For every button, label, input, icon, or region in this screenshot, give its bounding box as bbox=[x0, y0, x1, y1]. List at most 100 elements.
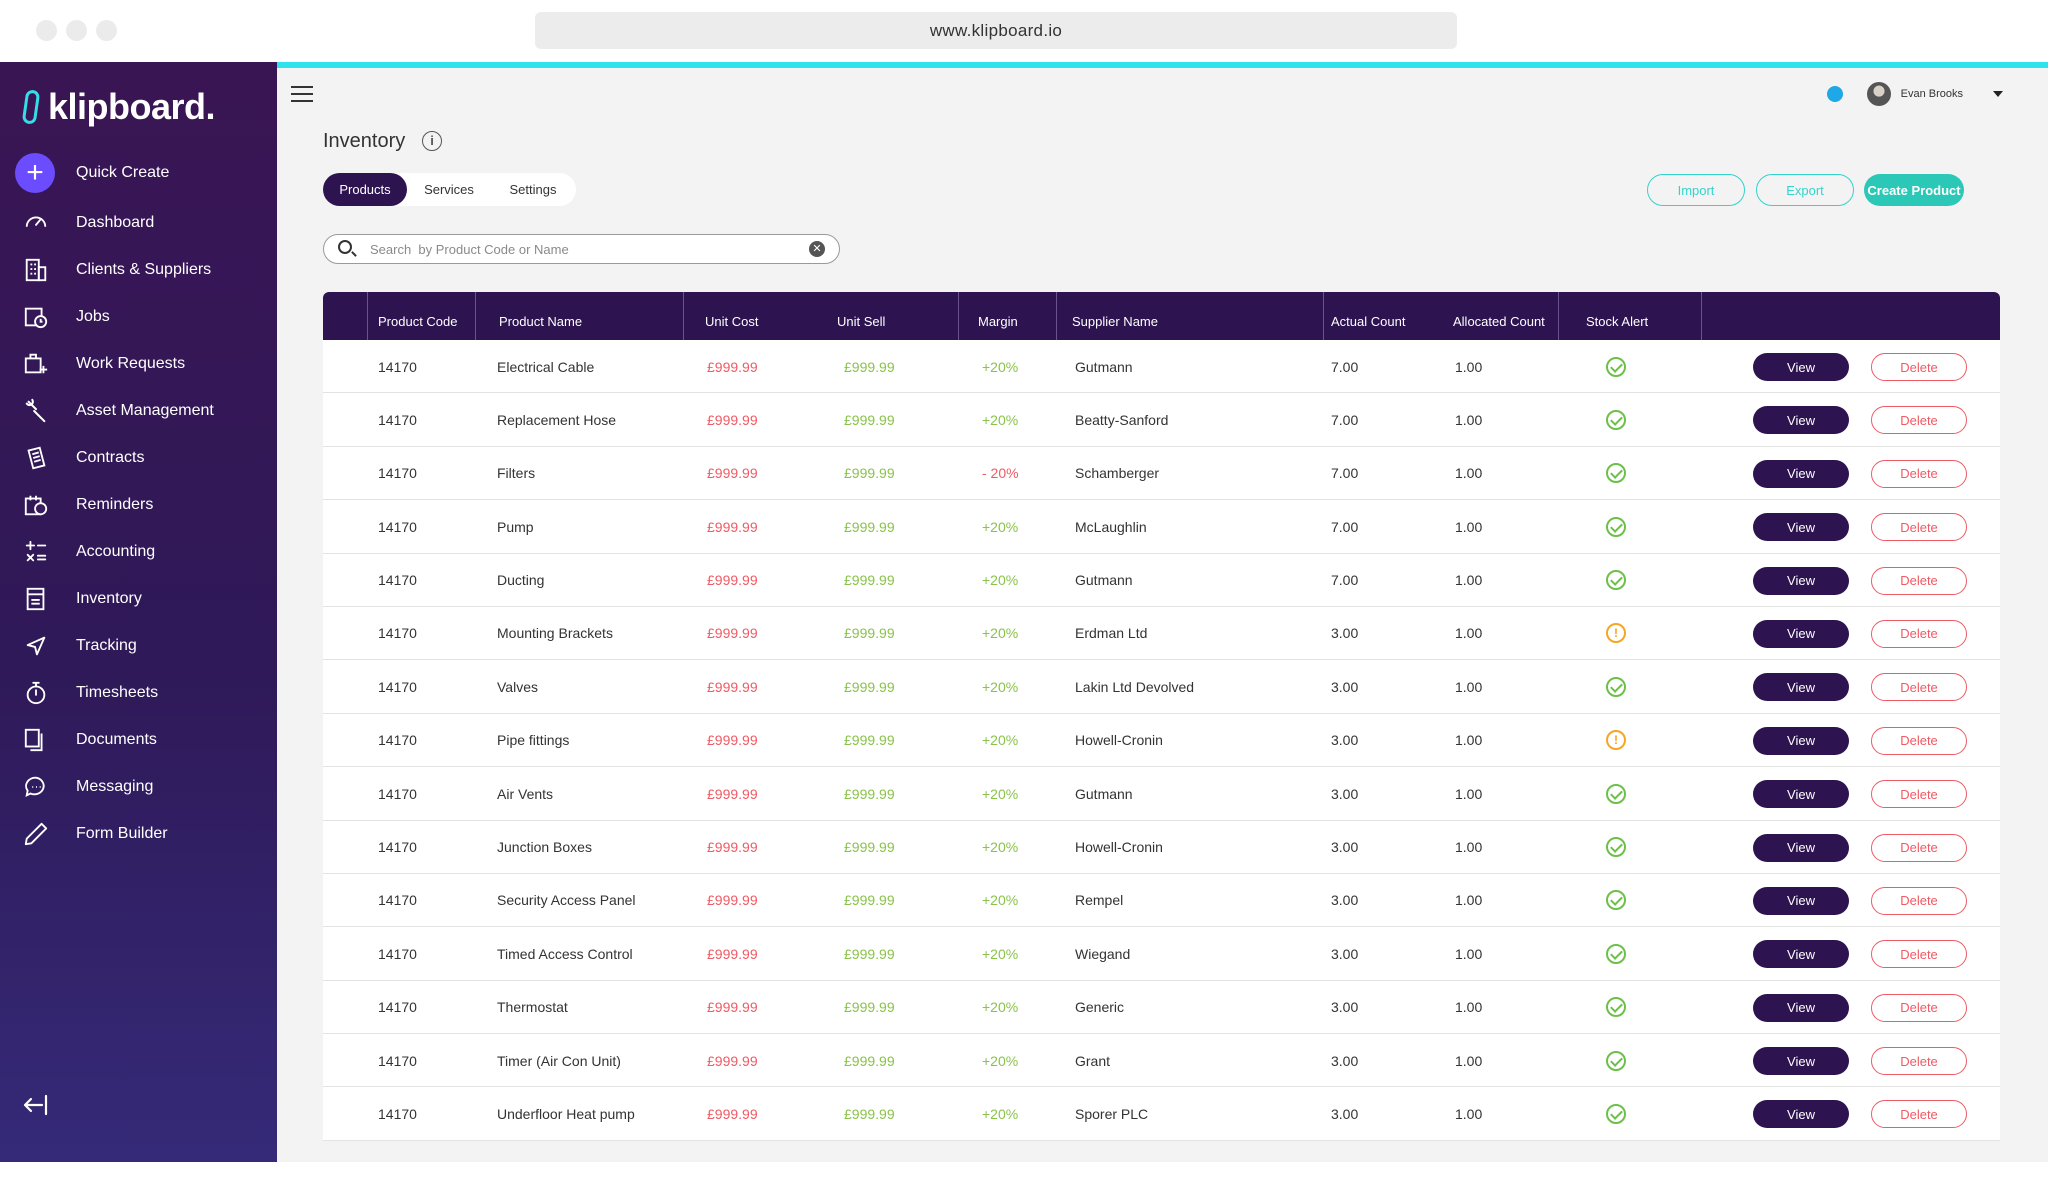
sidebar-item-dashboard[interactable]: Dashboard bbox=[0, 199, 277, 246]
delete-button[interactable]: Delete bbox=[1871, 673, 1967, 702]
sidebar-item-clients-suppliers[interactable]: Clients & Suppliers bbox=[0, 246, 277, 293]
avatar[interactable] bbox=[1866, 82, 1891, 106]
delete-button[interactable]: Delete bbox=[1871, 513, 1967, 542]
cell-allocated-count: 1.00 bbox=[1455, 999, 1483, 1016]
view-button[interactable]: View bbox=[1753, 1047, 1849, 1076]
view-button[interactable]: View bbox=[1753, 726, 1849, 755]
view-button[interactable]: View bbox=[1753, 940, 1849, 969]
calculator-icon bbox=[22, 538, 50, 566]
sidebar-item-work-requests[interactable]: Work Requests bbox=[0, 340, 277, 387]
delete-button[interactable]: Delete bbox=[1871, 406, 1967, 435]
quick-create-button[interactable]: + Quick Create bbox=[0, 147, 277, 199]
column-header-allocated-count[interactable]: Allocated Count bbox=[1453, 314, 1545, 329]
table-row: 14170 Filters £999.99 £999.99 - 20% Schamberg… bbox=[323, 446, 2000, 501]
view-button[interactable]: View bbox=[1753, 1100, 1849, 1129]
sidebar-item-asset-management[interactable]: Asset Management bbox=[0, 387, 277, 434]
import-button[interactable]: Import bbox=[1647, 174, 1745, 206]
cell-stock-alert bbox=[1606, 821, 1626, 874]
column-header-stock-alert[interactable]: Stock Alert bbox=[1586, 314, 1649, 329]
view-button[interactable]: View bbox=[1753, 886, 1849, 915]
cell-margin: +20% bbox=[982, 358, 1019, 375]
delete-button[interactable]: Delete bbox=[1871, 1100, 1967, 1129]
create-product-button[interactable]: Create Product bbox=[1864, 174, 1964, 206]
wrench-icon bbox=[22, 397, 50, 425]
sidebar-item-tracking[interactable]: Tracking bbox=[0, 622, 277, 669]
view-button[interactable]: View bbox=[1753, 780, 1849, 809]
cell-actual-count: 3.00 bbox=[1331, 999, 1359, 1016]
sidebar-item-accounting[interactable]: Accounting bbox=[0, 528, 277, 575]
menu-icon[interactable] bbox=[291, 86, 313, 107]
view-button[interactable]: View bbox=[1753, 406, 1849, 435]
column-header-unit-cost[interactable]: Unit Cost bbox=[705, 314, 759, 329]
sidebar-item-messaging[interactable]: Messaging bbox=[0, 763, 277, 810]
view-button[interactable]: View bbox=[1753, 353, 1849, 381]
delete-button[interactable]: Delete bbox=[1871, 619, 1967, 648]
delete-button[interactable]: Delete bbox=[1871, 566, 1967, 595]
delete-button[interactable]: Delete bbox=[1871, 353, 1967, 381]
cell-product-name: Filters bbox=[497, 465, 536, 482]
column-header-product-name[interactable]: Product Name bbox=[499, 314, 583, 329]
chat-bubble-icon bbox=[22, 773, 50, 801]
tab-products[interactable]: Products bbox=[323, 173, 407, 206]
window-maximize-dot[interactable] bbox=[96, 20, 117, 41]
browser-chrome: www.klipboard.io bbox=[0, 0, 2048, 62]
window-close-dot[interactable] bbox=[36, 20, 57, 41]
search-input[interactable] bbox=[370, 239, 770, 259]
sidebar-item-documents[interactable]: Documents bbox=[0, 716, 277, 763]
delete-button[interactable]: Delete bbox=[1871, 993, 1967, 1022]
info-icon[interactable]: i bbox=[422, 131, 442, 151]
sidebar-item-contracts[interactable]: Contracts bbox=[0, 434, 277, 481]
column-header-product-code[interactable]: Product Code bbox=[378, 314, 458, 329]
delete-button[interactable]: Delete bbox=[1871, 940, 1967, 969]
view-button[interactable]: View bbox=[1753, 566, 1849, 595]
collapse-sidebar-icon[interactable] bbox=[20, 1090, 50, 1120]
column-header-margin[interactable]: Margin bbox=[978, 314, 1018, 329]
location-arrow-icon bbox=[22, 632, 50, 660]
delete-button[interactable]: Delete bbox=[1871, 780, 1967, 809]
sidebar-item-form-builder[interactable]: Form Builder bbox=[0, 810, 277, 857]
delete-button[interactable]: Delete bbox=[1871, 833, 1967, 862]
cell-allocated-count: 1.00 bbox=[1455, 945, 1483, 962]
export-button[interactable]: Export bbox=[1756, 174, 1854, 206]
table-header: Product Code Product Name Unit Cost Unit Se… bbox=[323, 292, 2000, 340]
chevron-down-icon[interactable] bbox=[1993, 91, 2003, 97]
user-menu[interactable]: Evan Brooks bbox=[1826, 82, 2003, 106]
cell-unit-sell: £999.99 bbox=[844, 625, 895, 642]
view-button[interactable]: View bbox=[1753, 619, 1849, 648]
tab-settings[interactable]: Settings bbox=[509, 182, 557, 197]
sidebar-item-timesheets[interactable]: Timesheets bbox=[0, 669, 277, 716]
cell-product-code: 14170 bbox=[378, 572, 417, 589]
view-button[interactable]: View bbox=[1753, 673, 1849, 702]
delete-button[interactable]: Delete bbox=[1871, 1047, 1967, 1076]
view-button[interactable]: View bbox=[1753, 833, 1849, 862]
cell-margin: +20% bbox=[982, 732, 1019, 749]
sidebar-item-reminders[interactable]: Reminders bbox=[0, 481, 277, 528]
tab-services[interactable]: Services bbox=[424, 182, 474, 197]
stock-ok-check-icon bbox=[1606, 837, 1626, 858]
cell-margin: +20% bbox=[982, 625, 1019, 642]
klipboard-logo[interactable]: klipboard. bbox=[21, 84, 216, 130]
view-button[interactable]: View bbox=[1753, 993, 1849, 1022]
column-header-actual-count[interactable]: Actual Count bbox=[1331, 314, 1406, 329]
view-button[interactable]: View bbox=[1753, 513, 1849, 542]
view-button[interactable]: View bbox=[1753, 459, 1849, 488]
stock-warning-icon: ! bbox=[1606, 623, 1626, 644]
cell-supplier-name: Beatty-Sanford bbox=[1075, 411, 1169, 428]
delete-button[interactable]: Delete bbox=[1871, 459, 1967, 488]
table-row: 14170 Timer (Air Con Unit) £999.99 £999.99 +… bbox=[323, 1034, 2000, 1088]
sidebar-item-jobs[interactable]: Jobs bbox=[0, 293, 277, 340]
column-header-unit-sell[interactable]: Unit Sell bbox=[837, 314, 886, 329]
url-bar[interactable]: www.klipboard.io bbox=[535, 12, 1457, 49]
notification-icon[interactable] bbox=[1826, 86, 1843, 102]
sidebar-item-label: Clients & Suppliers bbox=[76, 260, 212, 278]
window-minimize-dot[interactable] bbox=[66, 20, 87, 41]
cell-product-name: Junction Boxes bbox=[497, 839, 592, 856]
clear-search-icon[interactable]: ✕ bbox=[809, 241, 825, 257]
column-header-supplier-name[interactable]: Supplier Name bbox=[1072, 314, 1158, 329]
delete-button[interactable]: Delete bbox=[1871, 726, 1967, 755]
sidebar-item-inventory[interactable]: Inventory bbox=[0, 575, 277, 622]
cell-actual-count: 3.00 bbox=[1331, 678, 1359, 695]
cell-margin: +20% bbox=[982, 411, 1019, 428]
user-name[interactable]: Evan Brooks bbox=[1900, 88, 1963, 100]
delete-button[interactable]: Delete bbox=[1871, 886, 1967, 915]
